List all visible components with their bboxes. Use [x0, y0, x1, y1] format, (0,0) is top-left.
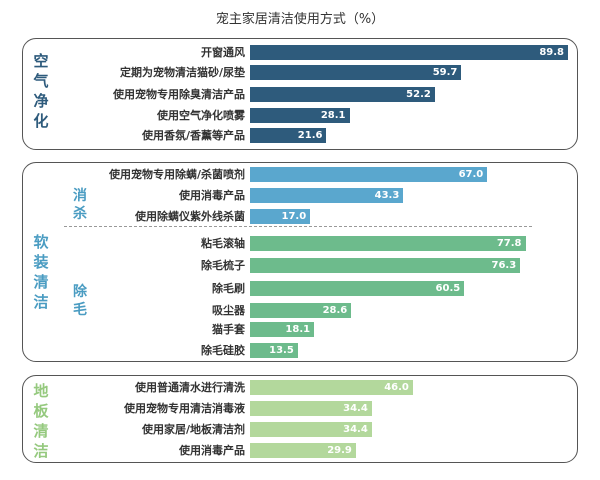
bar	[250, 422, 372, 437]
bar	[250, 108, 350, 123]
divider	[64, 226, 532, 227]
group-title: 地 板 清 洁	[33, 382, 49, 460]
bar	[250, 167, 488, 182]
category-label: 粘毛滚轴	[201, 237, 245, 250]
data-label: 43.3	[374, 190, 400, 201]
data-label: 77.8	[496, 238, 522, 249]
data-label: 34.4	[343, 424, 368, 435]
bar	[250, 303, 352, 318]
bar	[250, 45, 568, 60]
data-label: 28.1	[320, 110, 346, 121]
category-label: 使用消毒产品	[179, 444, 245, 457]
data-label: 59.7	[432, 67, 458, 78]
bar	[250, 128, 327, 143]
data-label: 21.6	[297, 130, 323, 141]
data-label: 29.9	[327, 445, 352, 456]
category-label: 除毛硅胶	[201, 344, 245, 357]
bar	[250, 236, 526, 251]
group-title: 空 气 净 化	[33, 52, 49, 130]
category-label: 吸尘器	[212, 304, 245, 317]
data-label: 60.5	[435, 283, 461, 294]
category-label: 使用消毒产品	[179, 189, 245, 202]
category-label: 使用香氛/香薰等产品	[141, 129, 245, 142]
category-label: 使用宠物专用除螨/杀菌喷剂	[108, 168, 245, 181]
data-label: 52.2	[406, 89, 431, 100]
bar	[250, 401, 372, 416]
data-label: 67.0	[458, 169, 484, 180]
data-label: 28.6	[322, 305, 348, 316]
category-label: 使用普通清水进行清洗	[135, 381, 245, 394]
category-label: 除毛梳子	[201, 259, 245, 272]
data-label: 34.4	[343, 403, 368, 414]
bar	[250, 188, 404, 203]
data-label: 18.1	[285, 324, 311, 335]
category-label: 使用除螨仪紫外线杀菌	[135, 210, 245, 223]
category-label: 开窗通风	[201, 46, 245, 59]
data-label: 76.3	[491, 260, 517, 271]
chart-title: 宠主家居清洁使用方式（%）	[215, 12, 385, 27]
bar	[250, 209, 311, 224]
bar	[250, 65, 462, 80]
category-label: 使用家居/地板清洁剂	[141, 423, 245, 436]
category-label: 定期为宠物清洁猫砂/尿垫	[119, 66, 245, 79]
data-label: 89.8	[539, 47, 564, 58]
bar	[250, 380, 413, 395]
bar	[250, 322, 315, 337]
subgroup-title: 消 杀	[73, 188, 87, 222]
bar	[250, 343, 298, 358]
category-label: 除毛刷	[212, 282, 245, 295]
bar	[250, 258, 521, 273]
group-panel	[22, 162, 578, 362]
data-label: 13.5	[269, 345, 294, 356]
group-panel	[22, 375, 578, 463]
category-label: 使用空气净化喷雾	[157, 109, 245, 122]
bar	[250, 281, 465, 296]
data-label: 46.0	[384, 382, 409, 393]
data-label: 17.0	[281, 211, 307, 222]
bar	[250, 87, 435, 102]
category-label: 使用宠物专用除臭清洁产品	[113, 88, 245, 101]
bar	[250, 443, 356, 458]
subgroup-title: 除 毛	[73, 284, 87, 318]
group-panel	[22, 38, 578, 150]
category-label: 猫手套	[212, 323, 245, 336]
category-label: 使用宠物专用清洁消毒液	[124, 402, 245, 415]
group-title: 软 装 清 洁	[33, 233, 49, 311]
